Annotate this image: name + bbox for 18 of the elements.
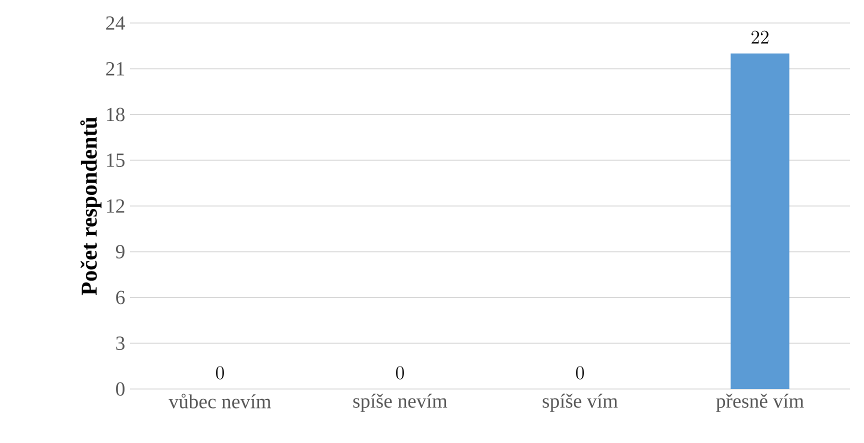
y-tick-label: 3 [116, 336, 125, 350]
y-tick-label: 6 [116, 290, 125, 304]
y-axis-title: Počet respondentů [80, 117, 102, 296]
x-tick-label: spíše nevím [353, 394, 448, 412]
data-label: 0 [576, 366, 584, 380]
y-tick-label: 12 [107, 199, 124, 213]
data-label: 0 [396, 366, 404, 380]
data-label: 22 [752, 30, 768, 44]
data-label: 0 [216, 366, 224, 380]
y-tick-label: 18 [107, 108, 125, 122]
x-tick-label: spíše vím [542, 394, 618, 412]
x-tick-label: vůbec nevím [168, 394, 272, 408]
y-tick-label: 15 [107, 154, 125, 167]
y-tick-label: 9 [116, 245, 124, 258]
x-tick-label: přesně vím [716, 394, 804, 412]
y-tick-label: 21 [106, 62, 124, 76]
y-tick-label: 24 [106, 16, 125, 30]
y-tick-label: 0 [116, 382, 125, 396]
